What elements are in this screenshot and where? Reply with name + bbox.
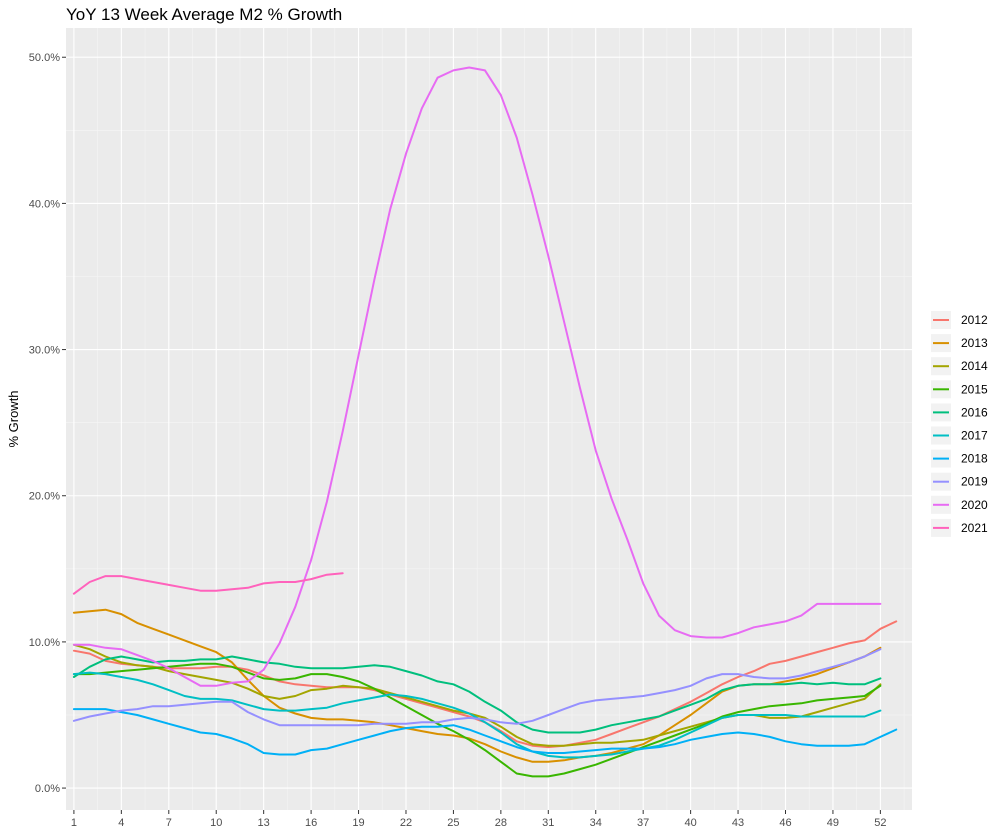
y-tick-label: 10.0% [29,637,60,649]
series-line-2015 [72,662,882,778]
x-tick-label: 25 [447,817,459,829]
series-line-2021 [72,572,344,595]
x-tick-label: 31 [542,817,554,829]
legend-label: 2012 [961,313,988,327]
x-tick-label: 34 [590,817,602,829]
legend-label: 2018 [961,452,988,466]
x-tick-label: 49 [827,817,839,829]
grid-major [66,28,912,810]
x-tick-label: 4 [118,817,124,829]
x-tick-label: 19 [352,817,364,829]
x-tick-label: 22 [400,817,412,829]
legend-label: 2017 [961,429,988,443]
series-line-2020 [72,66,882,687]
x-tick-label: 43 [732,817,744,829]
x-tick-label: 28 [495,817,507,829]
legend-label: 2019 [961,475,988,489]
x-tick-label: 7 [166,817,172,829]
y-tick-label: 40.0% [29,198,60,210]
series-line-2019 [72,648,882,727]
y-axis: 0.0% 10.0% 20.0% 30.0% 40.0% 50.0% [29,52,66,795]
plot-panel [66,28,912,810]
y-tick-label: 20.0% [29,491,60,503]
x-axis: 1 4 7 10 13 16 19 22 25 28 31 34 37 40 43 46 49 52 [71,810,886,829]
x-tick-label: 37 [637,817,649,829]
chart-title: YoY 13 Week Average M2 % Growth [66,5,342,24]
x-tick-label: 46 [779,817,791,829]
x-tick-label: 10 [210,817,222,829]
series-line-2018 [72,708,898,756]
legend-label: 2014 [961,359,988,373]
x-tick-label: 1 [71,817,77,829]
legend-label: 2021 [961,521,988,535]
series-line-2016 [72,655,882,734]
x-tick-label: 16 [305,817,317,829]
legend: 2012 2013 2014 2015 2016 2017 2018 2019 2020 2021 [931,311,988,537]
series-lines [72,66,898,778]
legend-label: 2013 [961,336,988,350]
x-tick-label: 40 [684,817,696,829]
legend-label: 2016 [961,405,988,419]
x-tick-label: 52 [874,817,886,829]
legend-label: 2020 [961,498,988,512]
legend-label: 2015 [961,382,988,396]
y-axis-title: % Growth [6,390,21,447]
x-tick-label: 13 [258,817,270,829]
y-tick-label: 30.0% [29,345,60,357]
y-tick-label: 50.0% [29,52,60,64]
y-tick-label: 0.0% [35,783,60,795]
